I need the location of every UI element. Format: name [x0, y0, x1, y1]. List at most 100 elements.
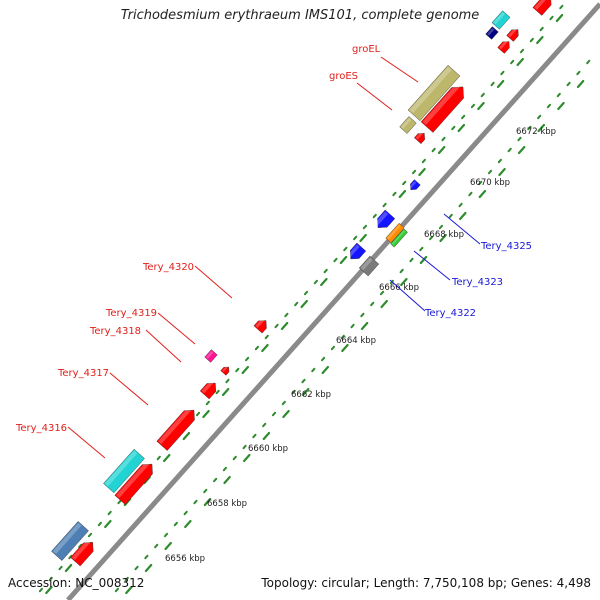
gene-label: Tery_4323 — [451, 277, 503, 288]
tick-mark — [271, 411, 277, 417]
gene-feature-gray — [358, 255, 380, 277]
tick-mark — [323, 268, 328, 274]
label-leader — [356, 82, 393, 111]
tick-mark — [225, 378, 230, 384]
tick-mark — [516, 57, 524, 67]
tick-mark — [193, 499, 198, 505]
tick-mark — [546, 103, 552, 109]
tick-mark — [392, 191, 397, 197]
tick-mark — [107, 510, 112, 516]
label-leader — [443, 213, 481, 245]
tick-mark — [379, 290, 385, 296]
tick-mark — [477, 101, 485, 111]
tick-mark — [87, 532, 93, 538]
cds-feature — [199, 380, 217, 400]
tick-mark — [261, 343, 269, 353]
label-leader — [109, 372, 149, 406]
tick-mark — [144, 563, 153, 573]
tick-mark — [461, 114, 466, 120]
tick-mark — [557, 101, 565, 111]
tick-mark — [507, 147, 512, 153]
gene-feature-orange — [385, 222, 405, 244]
tick-mark — [448, 213, 453, 219]
tick-mark — [487, 169, 493, 175]
tick-mark — [213, 477, 218, 483]
tick-mark — [134, 565, 139, 571]
tick-mark — [556, 92, 561, 98]
accession-text: Accession: NC_008312 — [8, 576, 145, 590]
tick-mark — [536, 35, 544, 45]
tick-mark — [439, 233, 447, 243]
tick-mark — [398, 189, 407, 199]
tick-mark — [339, 255, 348, 265]
gene-feature-olive — [399, 116, 417, 134]
tick-mark — [215, 389, 220, 395]
tick-mark — [294, 301, 299, 307]
tick-mark — [441, 136, 446, 142]
tick-mark — [281, 400, 286, 406]
tick-mark — [360, 321, 369, 331]
tick-mark — [429, 235, 434, 241]
tick-mark — [154, 543, 159, 549]
tick-mark — [549, 15, 554, 21]
scale-label: 6670 kbp — [470, 178, 510, 188]
label-leader — [389, 279, 426, 312]
tick-mark — [586, 59, 591, 65]
tick-mark — [301, 387, 310, 397]
tick-mark — [235, 367, 240, 373]
tick-mark — [559, 4, 564, 10]
tick-mark — [537, 123, 546, 133]
tick-mark — [341, 343, 349, 353]
tick-mark — [496, 79, 505, 89]
tick-mark — [117, 499, 122, 505]
tick-mark — [566, 81, 571, 87]
tick-mark — [300, 299, 308, 309]
tick-mark — [203, 488, 208, 494]
tick-mark — [195, 411, 201, 417]
tick-mark — [380, 299, 388, 309]
scale-label: 6658 kbp — [207, 499, 247, 509]
tick-mark — [97, 521, 102, 527]
tick-marks — [38, 4, 591, 595]
tick-mark — [500, 70, 505, 76]
tick-mark — [241, 365, 250, 375]
tick-mark — [125, 585, 133, 595]
tick-mark — [274, 323, 279, 329]
tick-mark — [280, 321, 289, 331]
tick-mark — [359, 233, 367, 243]
tick-mark — [497, 158, 502, 164]
genome-summary-text: Topology: circular; Length: 7,750,108 bp… — [261, 576, 591, 590]
gene-feature-olive — [407, 65, 461, 121]
tick-mark — [58, 565, 63, 571]
tick-mark — [419, 246, 424, 252]
tick-mark — [252, 433, 257, 439]
label-leader — [67, 426, 106, 459]
tick-mark — [409, 257, 414, 263]
gene-feature-steel — [51, 521, 89, 561]
tick-mark — [262, 422, 267, 428]
tick-mark — [221, 387, 230, 397]
gene-label: Tery_4322 — [424, 308, 476, 319]
tick-mark — [203, 497, 212, 507]
tick-mark — [232, 455, 237, 461]
tick-mark — [527, 125, 532, 131]
tick-mark — [173, 521, 178, 527]
scale-label: 6664 kbp — [336, 336, 376, 346]
tick-mark — [382, 202, 387, 208]
tick-mark — [284, 312, 289, 318]
tick-mark — [457, 123, 466, 133]
gene-feature-blue — [374, 209, 396, 228]
genome-backbone — [66, 2, 600, 600]
tick-mark — [372, 213, 377, 219]
gene-label: Tery_4317 — [57, 368, 109, 379]
tick-mark — [282, 409, 290, 419]
scale-label: 6668 kbp — [424, 230, 464, 240]
gene-features — [51, 0, 552, 567]
tick-mark — [400, 277, 408, 287]
cds-feature — [70, 539, 94, 567]
tick-mark — [360, 312, 365, 318]
label-leader — [413, 250, 451, 281]
tick-mark — [104, 519, 112, 529]
gene-feature-cyan — [491, 10, 511, 30]
tick-mark — [320, 277, 328, 287]
